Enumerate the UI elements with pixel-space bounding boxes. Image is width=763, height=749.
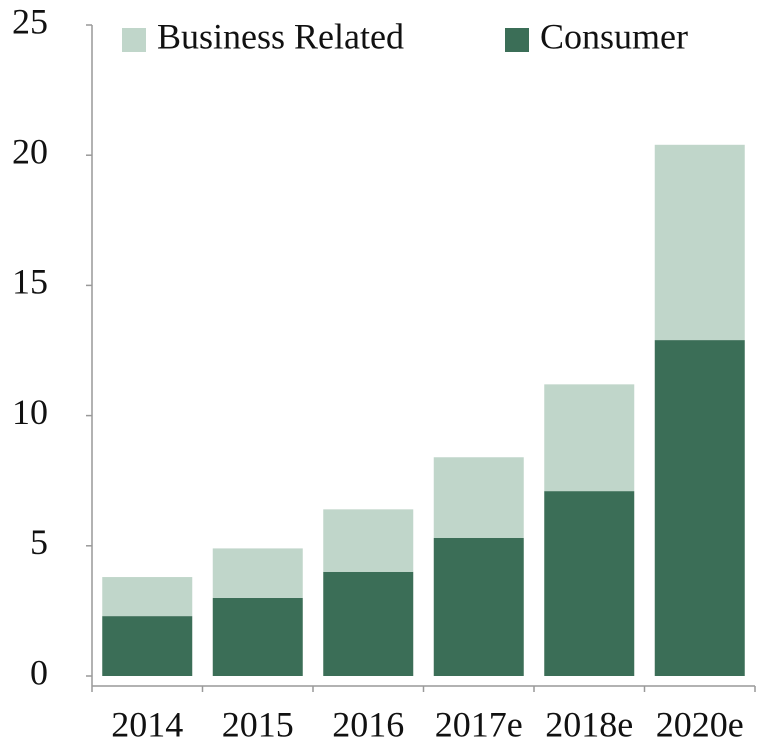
- bar-segment: [433, 537, 524, 676]
- y-tick-label: 25: [12, 1, 48, 41]
- y-tick-label: 10: [12, 392, 48, 432]
- y-tick-label: 20: [12, 131, 48, 171]
- bar-segment: [212, 548, 303, 598]
- legend-label: Business Related: [157, 16, 404, 56]
- legend-swatch: [505, 28, 529, 52]
- y-tick-label: 5: [30, 522, 48, 562]
- bar-segment: [102, 616, 193, 676]
- bar-segment: [323, 509, 414, 572]
- legend-label: Consumer: [540, 16, 688, 56]
- bar-segment: [433, 457, 524, 538]
- x-tick-label: 2016: [332, 704, 404, 744]
- bar-segment: [323, 571, 414, 676]
- bar-segment: [102, 577, 193, 617]
- bar-segment: [654, 144, 745, 341]
- y-tick-label: 0: [30, 652, 48, 692]
- y-tick-label: 15: [12, 262, 48, 302]
- x-tick-label: 2018e: [545, 704, 633, 744]
- bar-segment: [654, 340, 745, 676]
- x-tick-label: 2020e: [656, 704, 744, 744]
- bar-segment: [544, 491, 635, 676]
- bar-segment: [544, 384, 635, 492]
- x-tick-label: 2014: [111, 704, 183, 744]
- legend-swatch: [122, 28, 146, 52]
- bar-segment: [212, 597, 303, 676]
- x-tick-label: 2015: [222, 704, 294, 744]
- x-tick-label: 2017e: [435, 704, 523, 744]
